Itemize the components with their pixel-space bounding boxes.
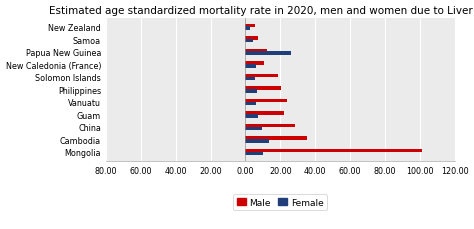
Bar <box>246 65 256 68</box>
Bar <box>246 25 255 28</box>
Bar <box>246 152 263 155</box>
Bar <box>246 37 258 41</box>
Bar <box>246 127 262 131</box>
Bar <box>246 87 281 90</box>
Bar <box>246 90 257 93</box>
Bar <box>246 27 250 31</box>
Legend: Male, Female: Male, Female <box>233 194 327 210</box>
Bar <box>246 52 291 56</box>
Bar <box>246 62 264 65</box>
Bar <box>246 74 278 78</box>
Bar <box>246 99 287 103</box>
Bar <box>246 114 257 118</box>
Bar <box>246 102 256 106</box>
Title: Estimated age standardized mortality rate in 2020, men and women due to Liver ca: Estimated age standardized mortality rat… <box>49 5 474 16</box>
Bar <box>246 149 421 153</box>
Bar <box>246 139 269 143</box>
Bar <box>246 124 295 128</box>
Bar <box>246 49 267 53</box>
Bar <box>246 77 255 81</box>
Bar <box>246 40 253 43</box>
Bar <box>246 137 307 140</box>
Bar <box>246 112 284 115</box>
